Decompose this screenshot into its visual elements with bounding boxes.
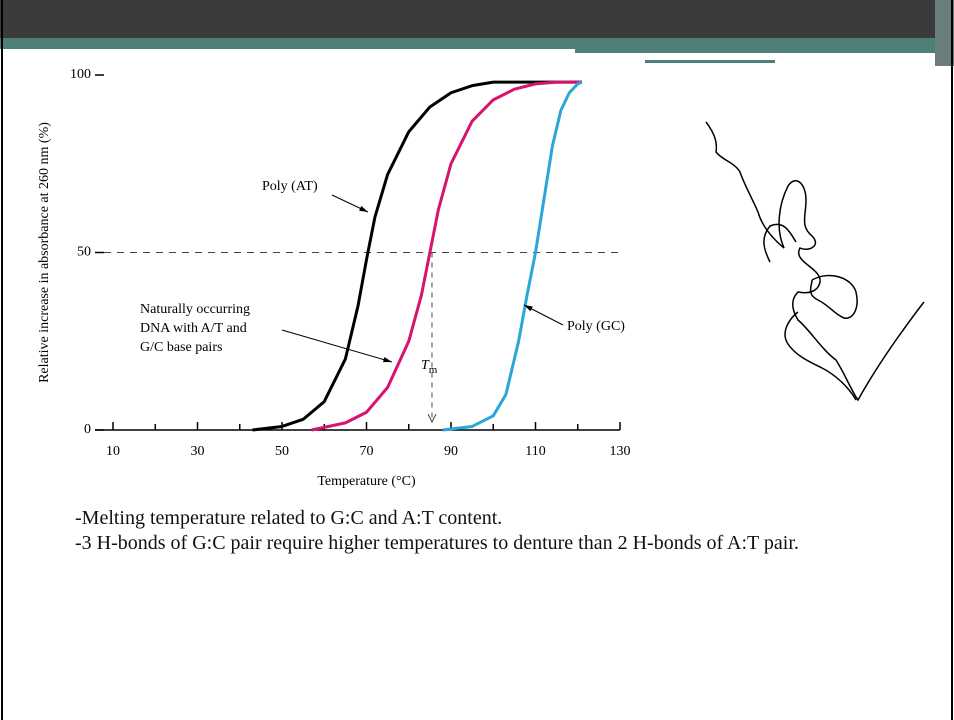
- y-tick-label: 100: [70, 67, 91, 82]
- chart: 10 30 50 70 90 110 130 0 50 100 Temperature (°C) Re…: [37, 67, 630, 489]
- header-bar: [0, 0, 954, 38]
- tm-symbol: T: [421, 358, 430, 373]
- series-label: Naturally occurring: [140, 302, 250, 317]
- series-line: [442, 80, 583, 432]
- annotation-arrow: [281, 329, 393, 363]
- header-band: [0, 38, 954, 49]
- y-tick-label: 50: [77, 245, 91, 260]
- bullet: -3 H-bonds of G:C pair require higher te…: [75, 532, 799, 554]
- annotation-arrowhead: [524, 305, 533, 312]
- bullet: -Melting temperature related to G:C and …: [75, 507, 503, 529]
- annotation-arrowhead: [359, 205, 368, 212]
- tm-subscript: m: [429, 364, 438, 376]
- x-axis-label: Temperature (°C): [317, 474, 416, 489]
- x-tick-label: 90: [444, 444, 458, 459]
- x-tick-label: 10: [106, 444, 120, 459]
- x-tick-label: 50: [275, 444, 289, 459]
- header-accent: [575, 49, 935, 53]
- dna-sketch: [705, 121, 925, 402]
- x-tick-label: 110: [525, 444, 545, 459]
- series-line: [311, 80, 582, 432]
- header-corner: [935, 0, 954, 66]
- series-label: Poly (GC): [567, 319, 625, 334]
- x-tick-label: 70: [360, 444, 374, 459]
- series-label: G/C base pairs: [140, 340, 222, 355]
- header-accent: [645, 60, 775, 63]
- series-label: DNA with A/T and: [140, 321, 247, 336]
- x-tick-label: 130: [610, 444, 631, 459]
- y-axis-label: Relative increase in absorbance at 260 n…: [37, 122, 52, 383]
- y-tick-label: 0: [84, 422, 91, 437]
- x-tick-label: 30: [191, 444, 205, 459]
- annotation-arrowhead: [383, 357, 392, 363]
- bullet-list: -Melting temperature related to G:C and …: [75, 506, 865, 556]
- tm-label: Tm: [421, 358, 438, 375]
- tm-arrowhead: [427, 413, 437, 424]
- series-label: Poly (AT): [262, 179, 318, 194]
- series-line: [252, 80, 582, 432]
